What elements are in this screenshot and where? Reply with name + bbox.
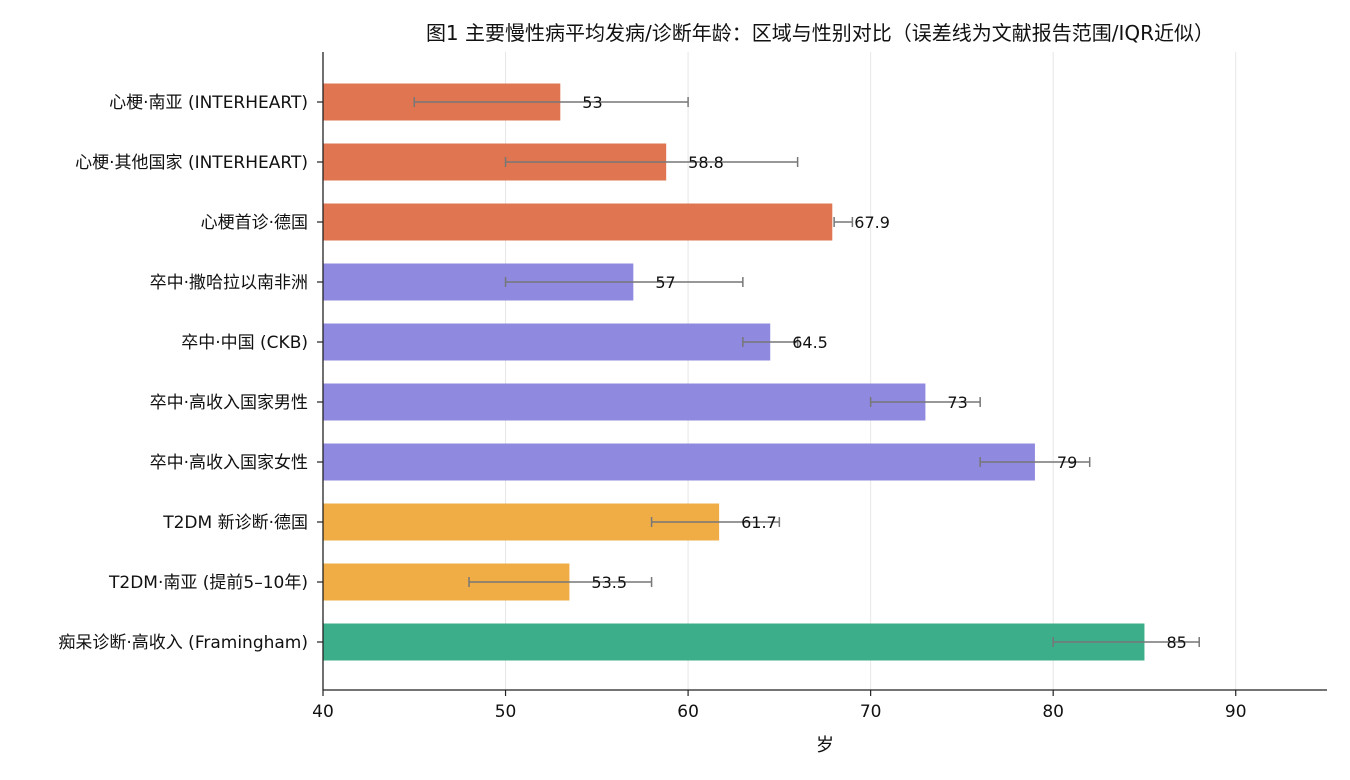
bar [323, 623, 1145, 661]
x-tick-label: 90 [1225, 702, 1247, 722]
data-label: 64.5 [792, 333, 828, 352]
category-label: 卒中·中国 (CKB) [181, 333, 308, 353]
category-label: 卒中·撒哈拉以南非洲 [150, 273, 308, 293]
x-tick-label: 70 [860, 702, 882, 722]
bar [323, 323, 771, 361]
data-label: 85 [1166, 633, 1186, 652]
category-label: 痴呆诊断·高收入 (Framingham) [58, 633, 308, 653]
x-tick-label: 50 [495, 702, 517, 722]
data-label: 53.5 [591, 573, 627, 592]
category-label: 卒中·高收入国家男性 [150, 393, 308, 413]
data-label: 67.9 [854, 213, 890, 232]
data-label: 53 [582, 93, 602, 112]
data-label: 58.8 [688, 153, 724, 172]
category-labels: 心梗·南亚 (INTERHEART) 心梗·其他国家 (INTERHEART) 心梗… [58, 93, 323, 653]
bar [323, 383, 926, 421]
axes [322, 52, 1327, 691]
category-label: 心梗首诊·德国 [201, 213, 308, 233]
data-label: 57 [655, 273, 675, 292]
value-labels: 53 58.8 67.9 57 64.5 73 79 61.7 53.5 85 [582, 93, 1187, 652]
category-label: 卒中·高收入国家女性 [150, 453, 308, 473]
bar [323, 203, 833, 241]
data-label: 79 [1057, 453, 1077, 472]
bars [323, 83, 1145, 661]
x-ticks: 40 50 60 70 80 90 [312, 690, 1247, 722]
category-label: T2DM·南亚 (提前5–10年) [108, 573, 308, 593]
x-axis-label: 岁 [816, 735, 834, 756]
x-tick-label: 40 [312, 702, 334, 722]
data-label: 61.7 [741, 513, 777, 532]
category-label: 心梗·其他国家 (INTERHEART) [75, 153, 308, 173]
x-tick-label: 60 [677, 702, 699, 722]
x-tick-label: 80 [1042, 702, 1064, 722]
error-bars [413, 97, 1200, 647]
bar [323, 443, 1035, 481]
chart-title: 图1 主要慢性病平均发病/诊断年龄：区域与性别对比（误差线为文献报告范围/IQR… [426, 21, 1214, 45]
data-label: 73 [947, 393, 967, 412]
category-label: 心梗·南亚 (INTERHEART) [109, 93, 308, 113]
category-label: T2DM 新诊断·德国 [162, 513, 308, 533]
